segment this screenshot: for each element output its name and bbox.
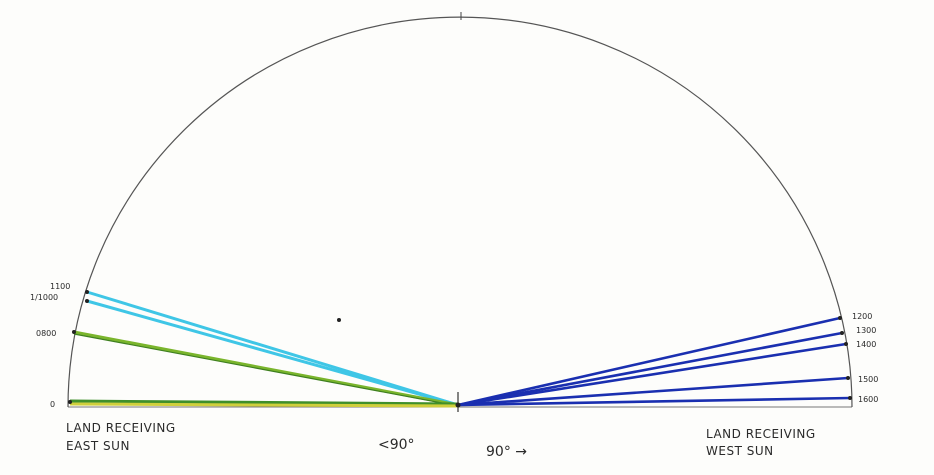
west-label-1600: 1600	[858, 395, 878, 404]
east-caption-line2: EAST SUN	[66, 439, 130, 453]
east-label-0: 0	[50, 400, 55, 409]
endpoint	[848, 396, 852, 400]
east-ray-0800-edge	[73, 333, 459, 407]
west-ray-1500	[457, 376, 849, 407]
east-ray-0-green	[69, 399, 459, 406]
endpoint	[85, 290, 89, 294]
east-label-0800: 0800	[36, 329, 56, 338]
east-degree-label: <90°	[378, 437, 415, 453]
endpoint	[846, 376, 850, 380]
west-label-1300: 1300	[856, 326, 876, 335]
speck	[337, 318, 341, 322]
west-caption-line2: WEST SUN	[706, 444, 774, 458]
west-ray-1200	[457, 316, 841, 407]
endpoint	[72, 330, 76, 334]
west-label-1400: 1400	[856, 340, 876, 349]
east-label-1100: 1100	[50, 282, 70, 291]
sky-arc	[67, 16, 853, 408]
west-ray-1400	[457, 342, 847, 407]
west-ray-1300	[457, 331, 843, 407]
endpoint	[838, 316, 842, 320]
east-label-1000: 1/1000	[30, 293, 58, 302]
west-ray-1600	[457, 396, 851, 407]
endpoint	[844, 342, 848, 346]
west-caption-line1: LAND RECEIVING	[706, 427, 816, 441]
origin-point	[455, 402, 461, 408]
west-degree-label: 90° →	[486, 444, 527, 460]
east-ray-0800-green	[73, 330, 459, 407]
endpoint	[68, 400, 72, 404]
east-caption-line1: LAND RECEIVING	[66, 421, 176, 435]
endpoint	[840, 331, 844, 335]
east-ray-0-yellow	[69, 402, 459, 408]
west-label-1500: 1500	[858, 375, 878, 384]
east-ray-1000	[86, 299, 459, 407]
west-label-1200: 1200	[852, 312, 872, 321]
endpoint	[85, 299, 89, 303]
